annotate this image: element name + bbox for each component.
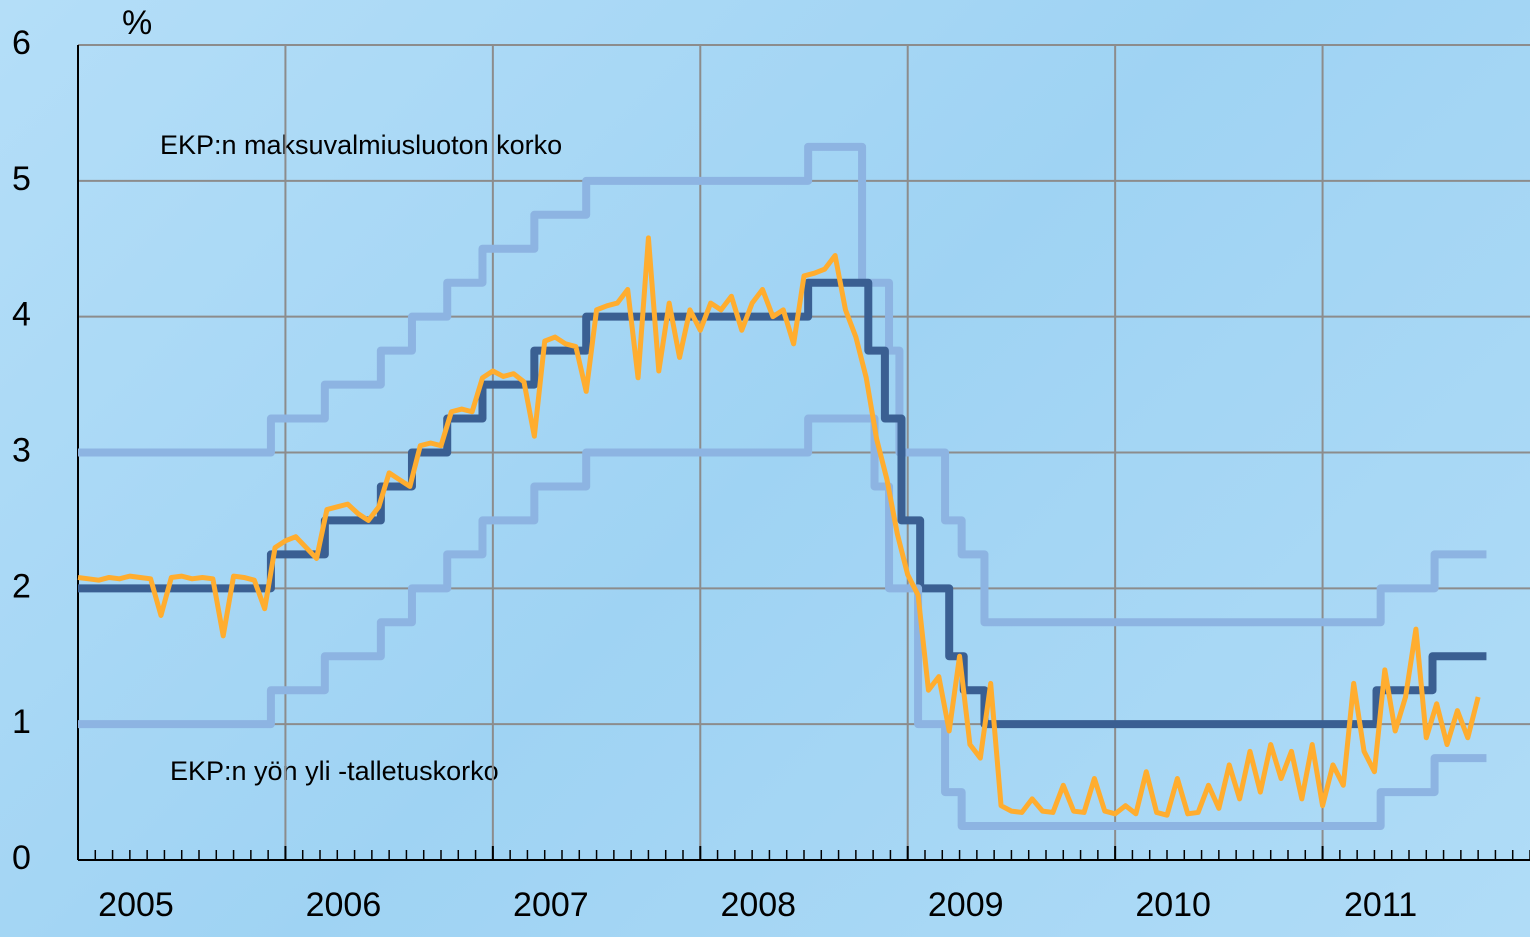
x-tick-label: 2009 [928, 886, 1004, 924]
series-line [77, 235, 1481, 818]
y-axis-label: % [122, 4, 152, 42]
y-tick-label: 6 [12, 24, 31, 62]
y-tick-label: 1 [12, 703, 31, 741]
y-tick-label: 3 [12, 431, 31, 469]
y-tick-label: 4 [12, 296, 31, 334]
annotation: EKP:n maksuvalmiusluoton korko [160, 130, 562, 160]
series-line [78, 278, 1487, 729]
y-tick-label: 5 [12, 160, 31, 198]
x-tick-label: 2006 [306, 886, 382, 924]
x-tick-label: 2011 [1344, 886, 1417, 924]
x-tick-label: 2007 [513, 886, 589, 924]
x-tick-label: 2010 [1135, 886, 1211, 924]
x-tick-label: 2005 [98, 886, 174, 924]
x-tick-label: 2008 [720, 886, 796, 924]
series-line [78, 414, 1487, 831]
series-line [78, 142, 1487, 627]
y-tick-label: 0 [12, 839, 31, 877]
annotation: EKP:n yön yli -talletuskorko [170, 756, 499, 786]
y-tick-label: 2 [12, 567, 31, 605]
